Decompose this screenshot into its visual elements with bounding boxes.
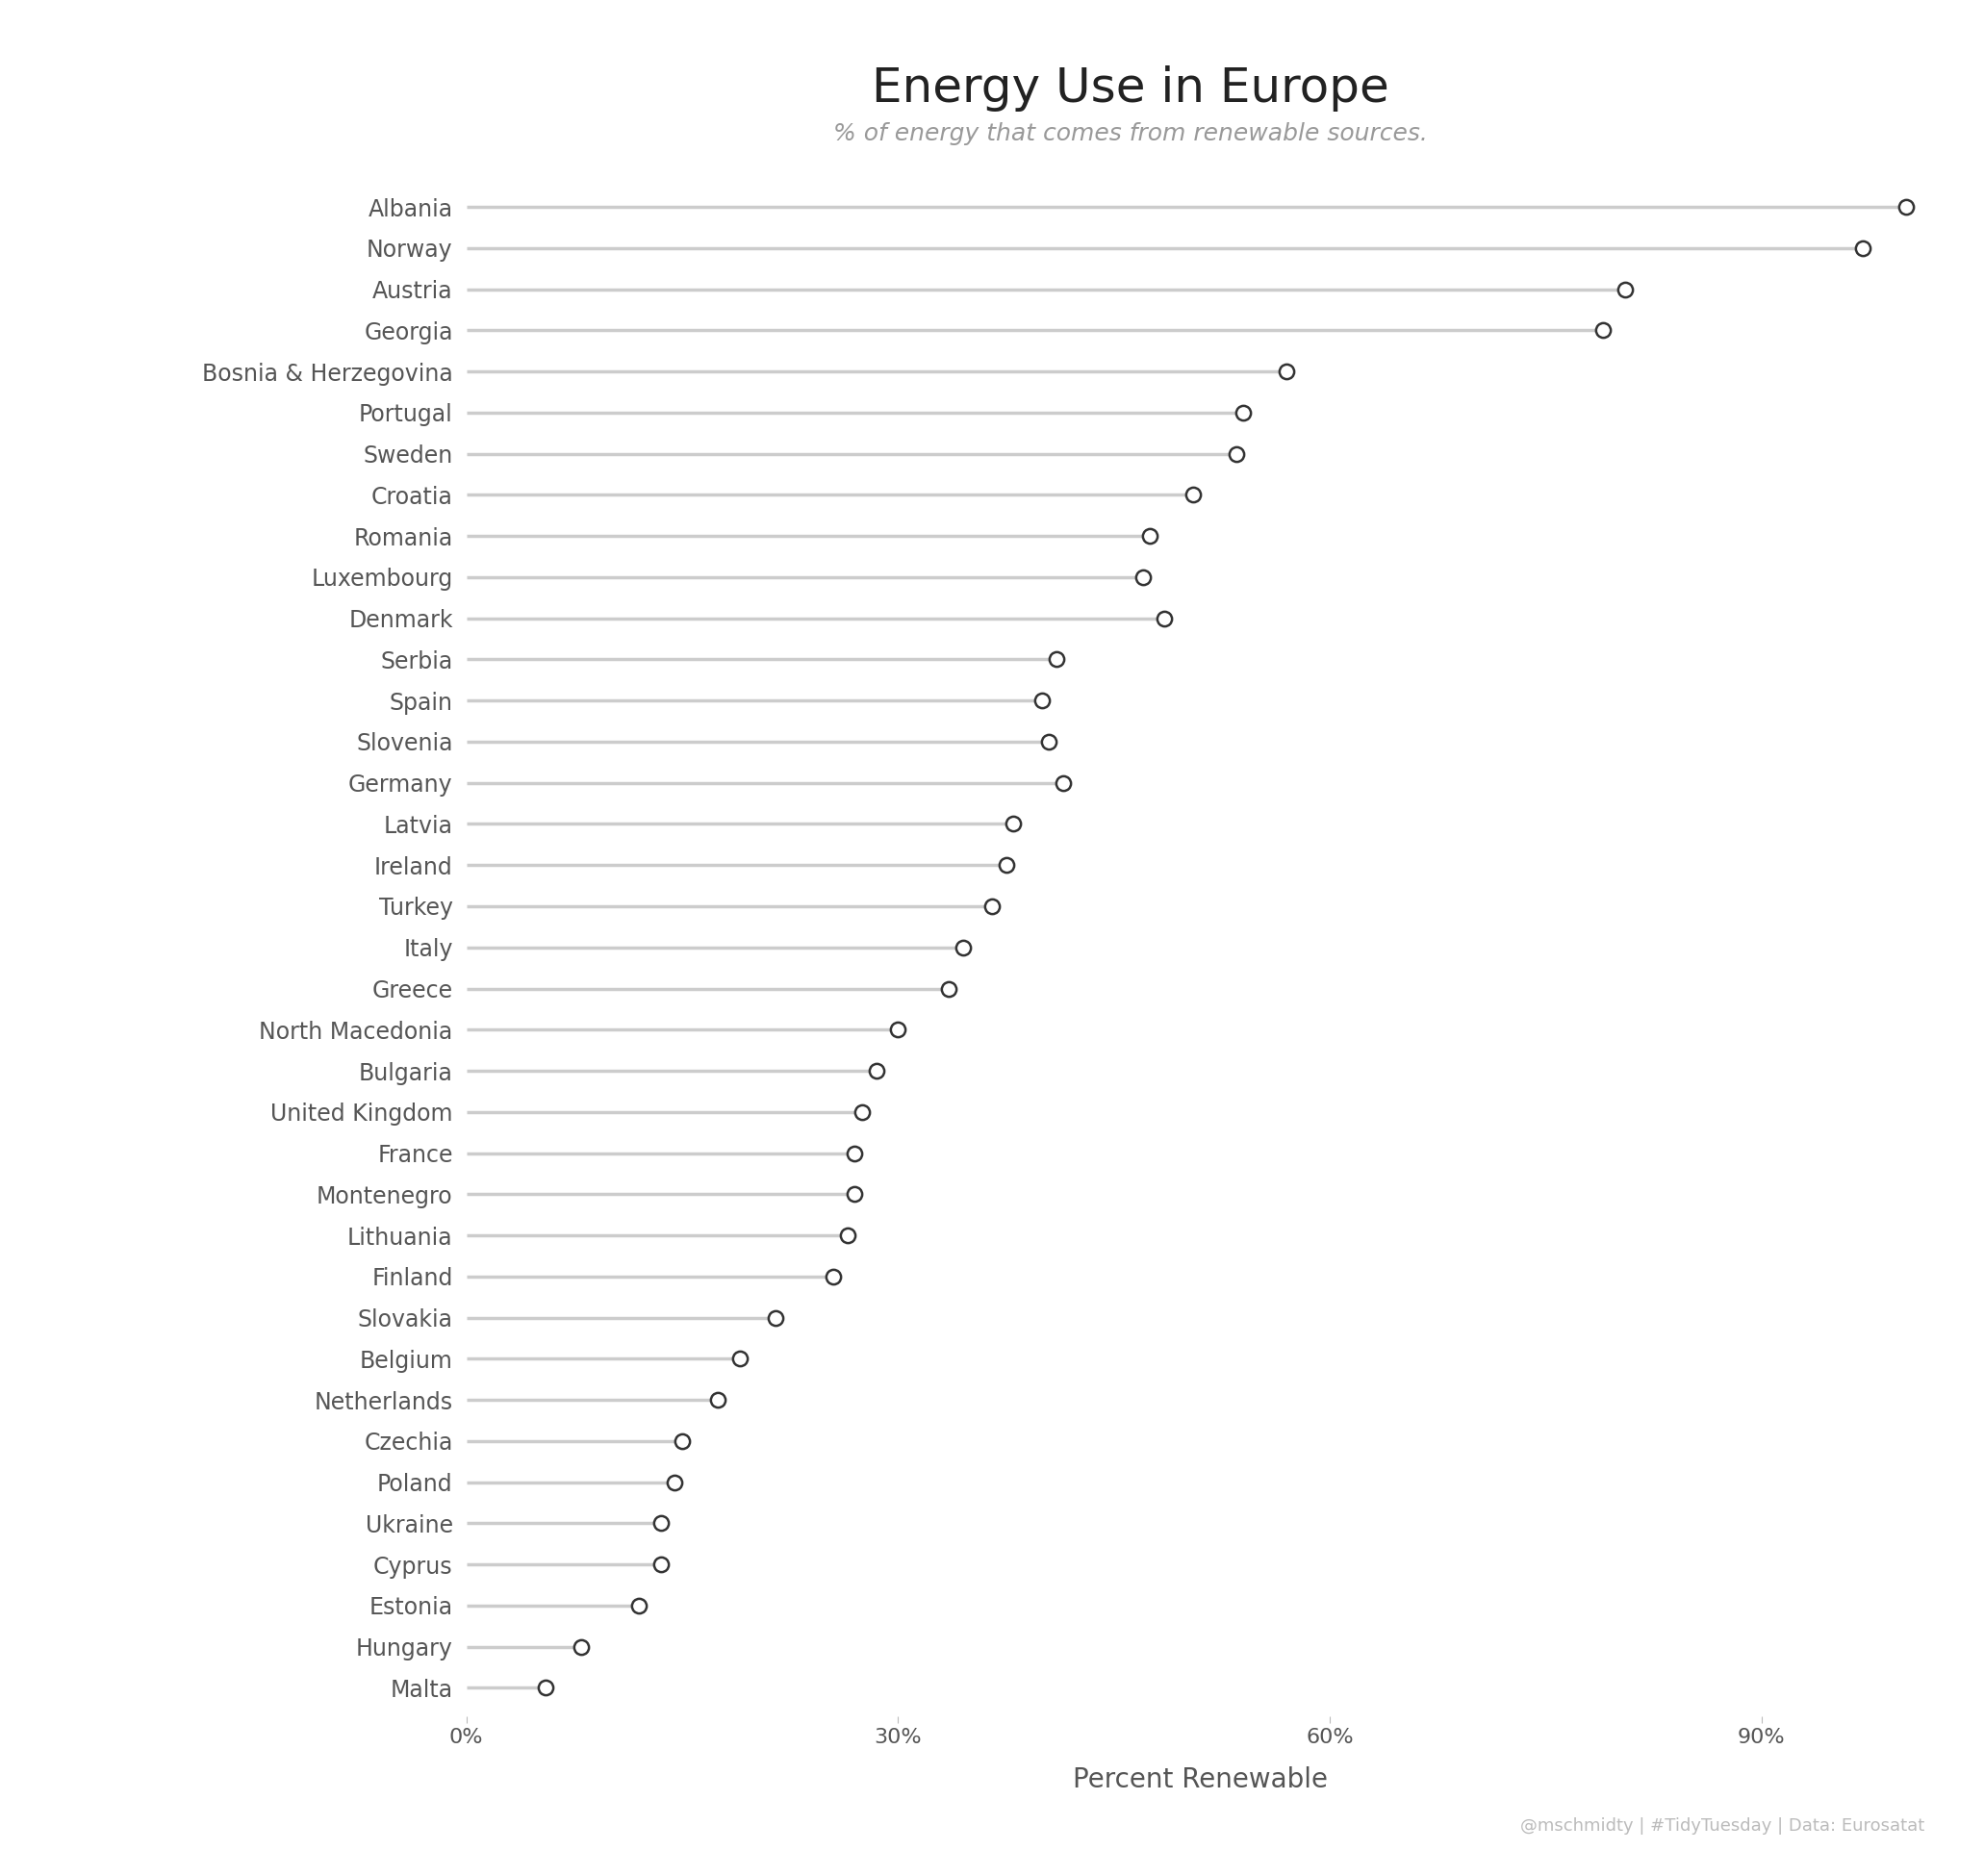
Text: Energy Use in Europe: Energy Use in Europe (873, 66, 1389, 113)
X-axis label: Percent Renewable: Percent Renewable (1073, 1765, 1327, 1793)
Text: @mschmidty | #TidyTuesday | Data: Eurosatat: @mschmidty | #TidyTuesday | Data: Eurosa… (1520, 1818, 1924, 1835)
Text: % of energy that comes from renewable sources.: % of energy that comes from renewable so… (833, 122, 1428, 144)
